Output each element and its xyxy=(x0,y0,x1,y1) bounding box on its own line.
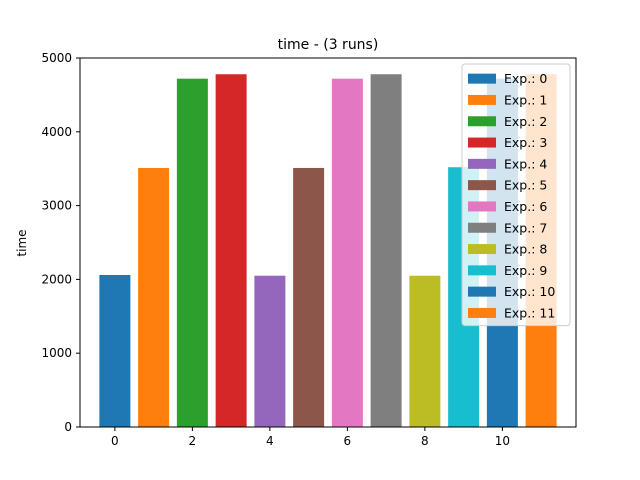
legend-swatch xyxy=(468,201,496,212)
x-tick-label: 0 xyxy=(111,434,119,448)
chart-title: time - (3 runs) xyxy=(278,37,379,53)
y-tick-label: 4000 xyxy=(41,125,72,139)
legend-box xyxy=(461,63,571,327)
legend-label: Exp.: 5 xyxy=(504,178,547,193)
y-axis-label: time xyxy=(15,229,29,256)
bar-exp-0 xyxy=(99,274,131,427)
legend-swatch xyxy=(468,73,496,84)
legend-label: Exp.: 4 xyxy=(504,156,547,171)
legend-label: Exp.: 7 xyxy=(504,220,547,235)
x-tick-label: 8 xyxy=(421,434,429,448)
bar-exp-7 xyxy=(370,74,402,428)
bar-exp-4 xyxy=(254,275,286,427)
x-tick-label: 2 xyxy=(189,434,197,448)
legend-swatch xyxy=(468,265,496,276)
y-tick-label: 5000 xyxy=(41,51,72,65)
legend-label: Exp.: 6 xyxy=(504,199,547,214)
bar-exp-3 xyxy=(215,74,247,428)
plot-frame xyxy=(79,57,577,428)
legend-swatch xyxy=(468,180,496,191)
legend-swatch xyxy=(468,307,496,318)
legend-label: Exp.: 3 xyxy=(504,135,547,150)
y-tick-label: 0 xyxy=(64,420,72,434)
x-tick-label: 10 xyxy=(495,434,510,448)
bars-group xyxy=(99,74,557,428)
legend-label: Exp.: 11 xyxy=(504,305,555,320)
y-tick-label: 1000 xyxy=(41,346,72,360)
legend-swatch xyxy=(468,244,496,255)
legend-swatch xyxy=(468,286,496,297)
legend-swatch xyxy=(468,137,496,148)
legend-label: Exp.: 2 xyxy=(504,114,547,129)
legend-swatch xyxy=(468,116,496,127)
y-tick-label: 3000 xyxy=(41,199,72,213)
legend-label: Exp.: 8 xyxy=(504,242,547,257)
legend-swatch xyxy=(468,94,496,105)
legend: Exp.: 0 Exp.: 1 Exp.: 2 Exp.: 3 Exp.: 4 Exp.:… xyxy=(461,63,571,327)
x-tick-label: 4 xyxy=(266,434,274,448)
legend-label: Exp.: 0 xyxy=(504,71,547,86)
legend-label: Exp.: 10 xyxy=(504,284,555,299)
y-tick-label: 2000 xyxy=(41,272,72,286)
x-tick-label: 6 xyxy=(344,434,352,448)
bar-exp-1 xyxy=(138,167,170,427)
legend-swatch xyxy=(468,222,496,233)
axes-group: 0 1000 2000 3000 4000 5000 0 2 4 6 8 10 xyxy=(41,51,577,448)
bar-exp-2 xyxy=(176,78,208,427)
bar-exp-6 xyxy=(331,78,363,427)
legend-label: Exp.: 1 xyxy=(504,92,547,107)
legend-swatch xyxy=(468,158,496,169)
bar-exp-5 xyxy=(293,167,325,427)
bar-exp-8 xyxy=(409,275,441,427)
legend-label: Exp.: 9 xyxy=(504,263,547,278)
